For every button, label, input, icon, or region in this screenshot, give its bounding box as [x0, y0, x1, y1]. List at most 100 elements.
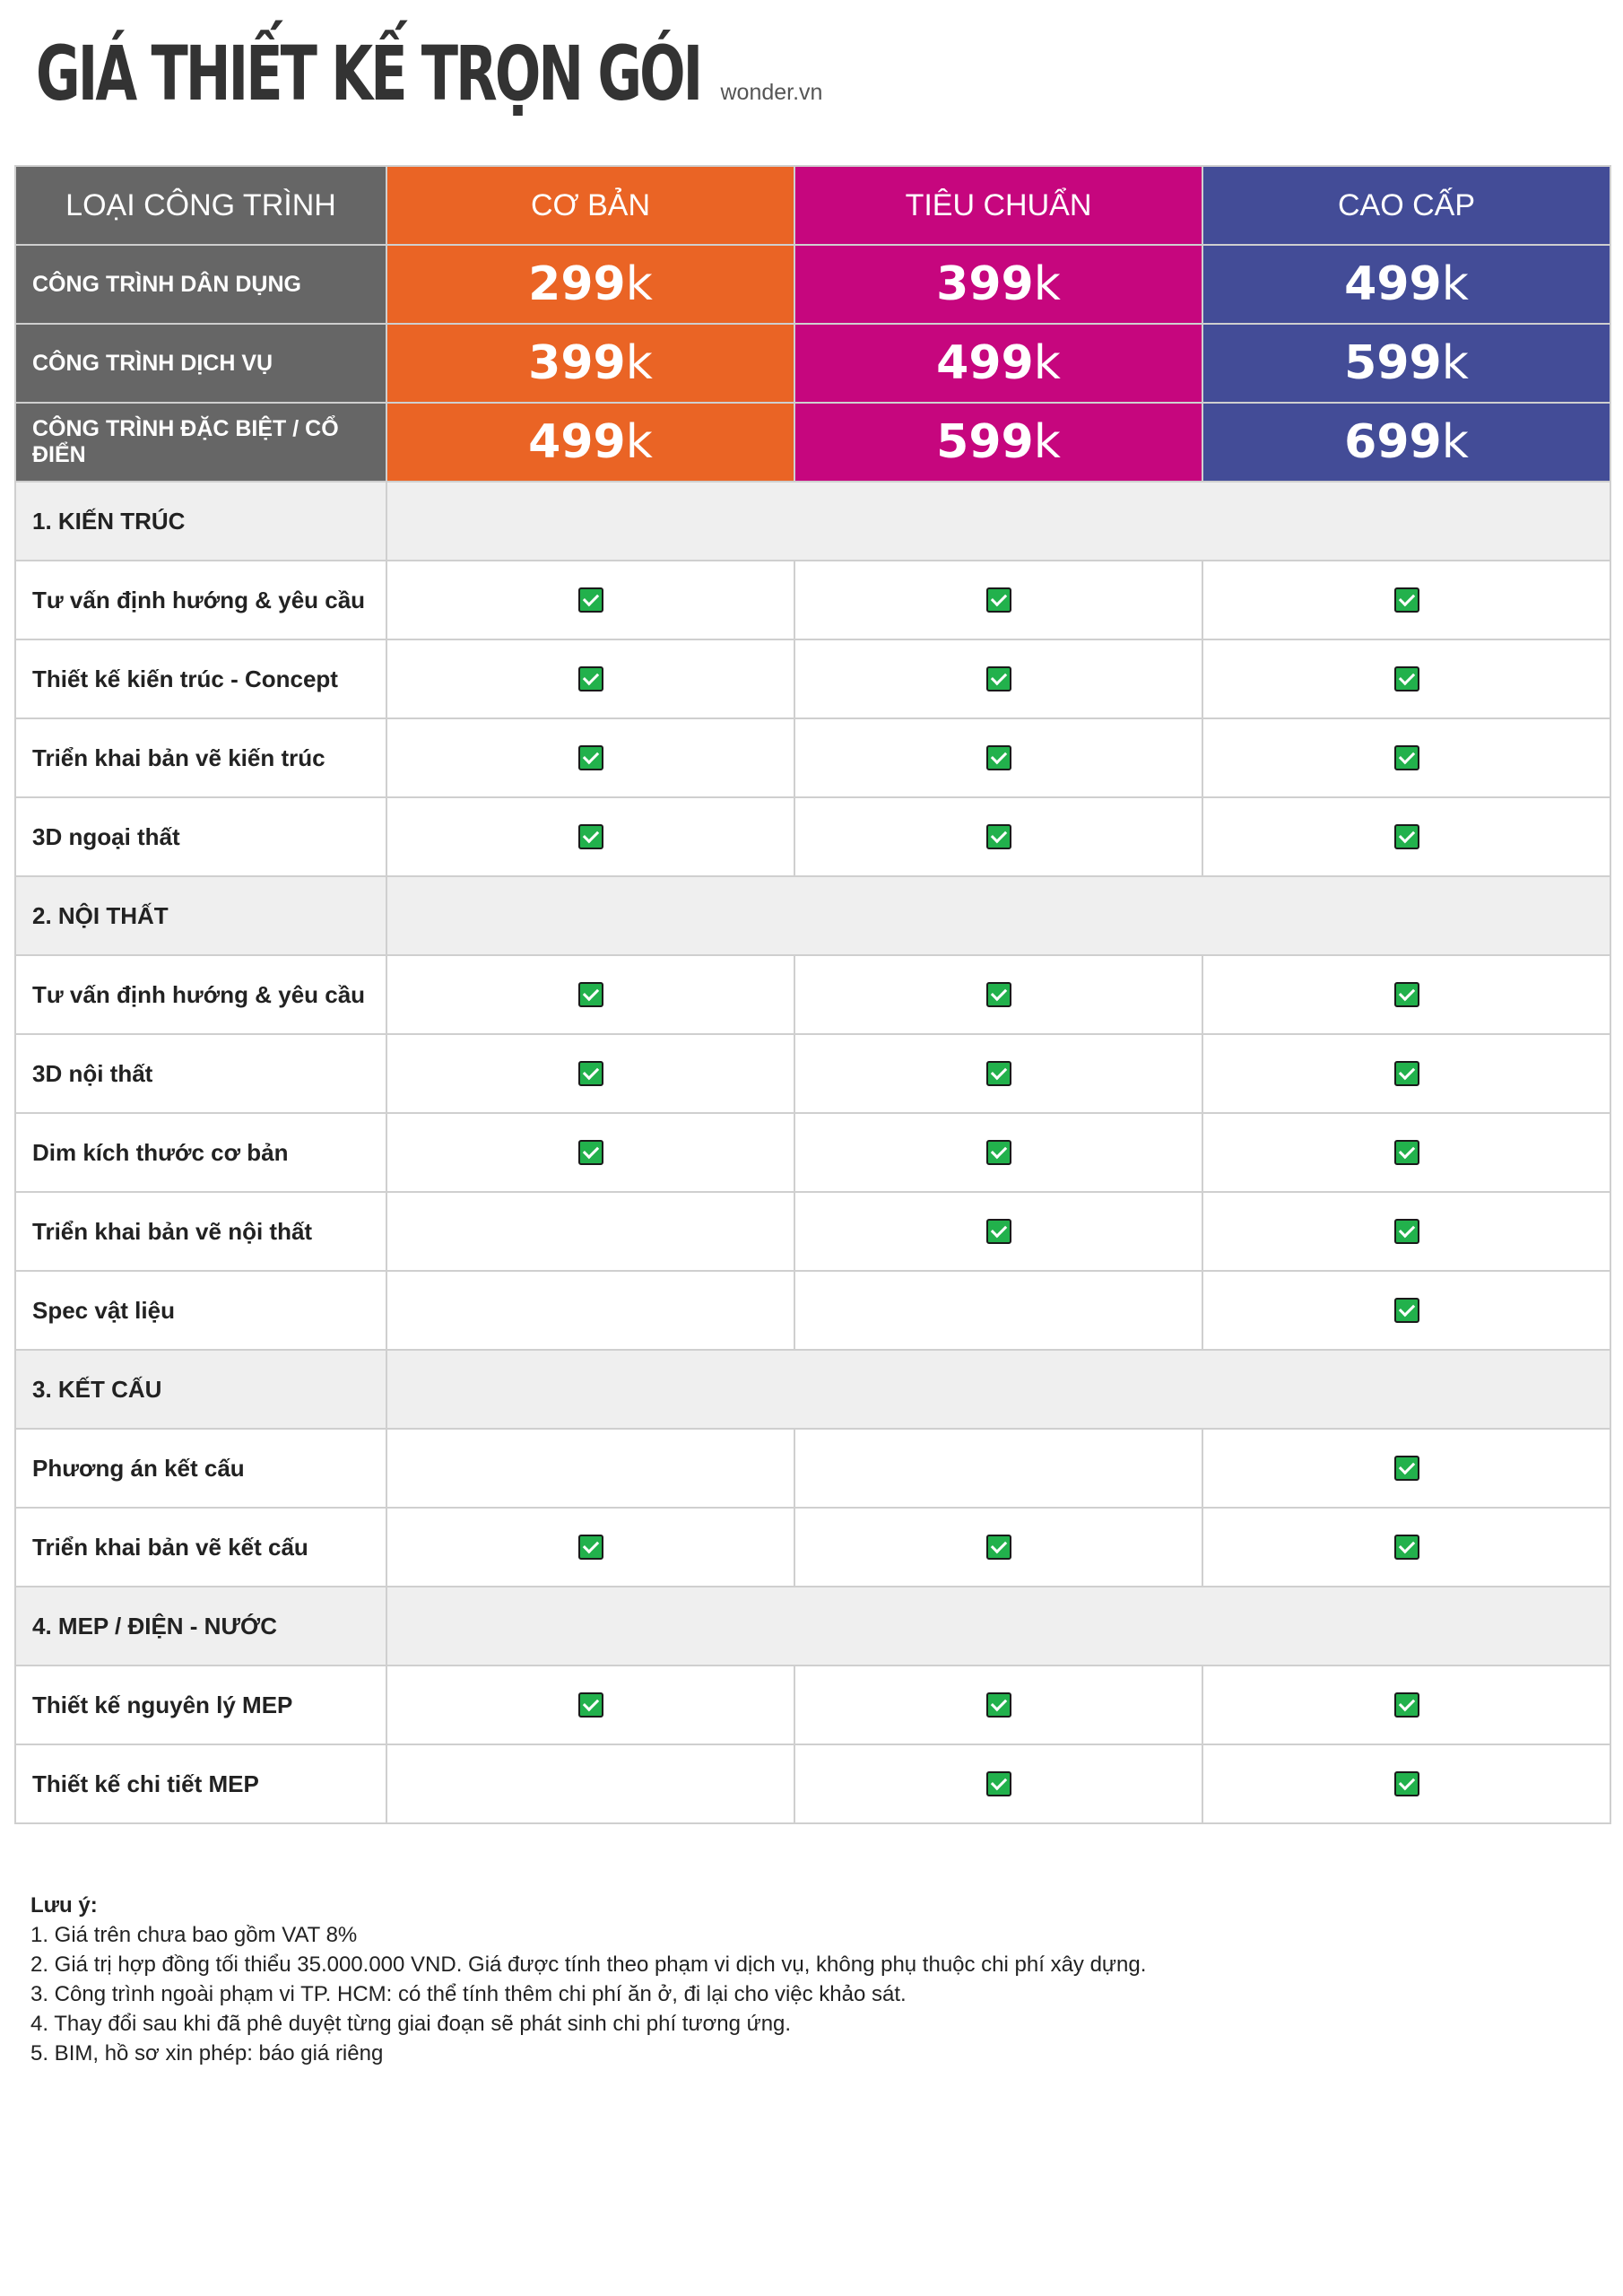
price-cell: 499k — [1202, 244, 1611, 325]
feature-cell — [794, 560, 1203, 640]
feature-label: Tư vấn định hướng & yêu cầu — [14, 560, 387, 640]
feature-cell — [1202, 1665, 1611, 1745]
price-unit: k — [1441, 415, 1469, 469]
project-type-label: CÔNG TRÌNH DỊCH VỤ — [14, 323, 387, 404]
checkmark-icon — [1393, 1535, 1419, 1560]
feature-cell — [794, 718, 1203, 798]
feature-cell — [1202, 1744, 1611, 1824]
section-filler — [386, 1349, 1611, 1430]
checkmark-icon — [985, 1061, 1011, 1086]
tier-standard: TIÊU CHUẨN — [794, 165, 1203, 246]
price-cell: 599k — [1202, 323, 1611, 404]
feature-label: 3D nội thất — [14, 1033, 387, 1114]
feature-cell — [386, 1112, 795, 1193]
section-row: 4. MEP / ĐIỆN - NƯỚC — [14, 1586, 1611, 1666]
feature-label: Triển khai bản vẽ nội thất — [14, 1191, 387, 1272]
price-unit: k — [1033, 257, 1061, 311]
feature-row: Tư vấn định hướng & yêu cầu — [14, 954, 1611, 1035]
checkmark-icon — [985, 1692, 1011, 1718]
price-amount: 499 — [528, 415, 626, 469]
notes-list: 1. Giá trên chưa bao gồm VAT 8% 2. Giá tr… — [30, 1920, 1146, 2068]
checkmark-icon — [1393, 666, 1419, 691]
feature-row: Triển khai bản vẽ nội thất — [14, 1191, 1611, 1272]
feature-cell — [794, 1033, 1203, 1114]
price-unit: k — [1441, 336, 1469, 390]
feature-cell — [794, 1112, 1203, 1193]
feature-label: Thiết kế chi tiết MEP — [14, 1744, 387, 1824]
brand-label: wonder.vn — [720, 80, 823, 105]
feature-label: Triển khai bản vẽ kết cấu — [14, 1507, 387, 1587]
page-header: GIÁ THIẾT KẾ TRỌN GÓI wonder.vn — [36, 36, 822, 111]
feature-label: Spec vật liệu — [14, 1270, 387, 1351]
feature-cell — [1202, 1033, 1611, 1114]
feature-cell — [794, 796, 1203, 877]
checkmark-icon — [985, 1535, 1011, 1560]
price-unit: k — [625, 257, 653, 311]
price-amount: 399 — [528, 336, 626, 390]
feature-cell — [386, 796, 795, 877]
price-unit: k — [625, 415, 653, 469]
note-item: 4. Thay đổi sau khi đã phê duyệt từng gi… — [30, 2012, 792, 2036]
tier-premium: CAO CẤP — [1202, 165, 1611, 246]
price-amount: 299 — [528, 257, 626, 311]
note-item: 3. Công trình ngoài phạm vi TP. HCM: có … — [30, 1982, 907, 2006]
page-title: GIÁ THIẾT KẾ TRỌN GÓI — [36, 30, 703, 117]
price-unit: k — [1033, 336, 1061, 390]
feature-cell — [794, 639, 1203, 719]
feature-row: Triển khai bản vẽ kiến trúc — [14, 718, 1611, 798]
note-item: 1. Giá trên chưa bao gồm VAT 8% — [30, 1923, 358, 1947]
checkmark-icon — [985, 1771, 1011, 1796]
feature-cell — [794, 1428, 1203, 1509]
section-filler — [386, 481, 1611, 561]
feature-cell — [1202, 718, 1611, 798]
section-row: 1. KIẾN TRÚC — [14, 481, 1611, 561]
pricing-table: LOẠI CÔNG TRÌNH CƠ BẢN TIÊU CHUẨN CAO CẤ… — [14, 165, 1611, 1824]
price-cell: 299k — [386, 244, 795, 325]
feature-cell — [794, 1270, 1203, 1351]
note-item: 2. Giá trị hợp đồng tối thiểu 35.000.000… — [30, 1952, 1147, 1977]
section-row: 3. KẾT CẤU — [14, 1349, 1611, 1430]
price-cell: 399k — [386, 323, 795, 404]
feature-cell — [794, 954, 1203, 1035]
feature-row: Thiết kế chi tiết MEP — [14, 1744, 1611, 1824]
project-type-label: CÔNG TRÌNH ĐẶC BIỆT / CỔ ĐIỂN — [14, 402, 387, 483]
feature-cell — [386, 1033, 795, 1114]
feature-label: Triển khai bản vẽ kiến trúc — [14, 718, 387, 798]
feature-label: Thiết kế nguyên lý MEP — [14, 1665, 387, 1745]
checkmark-icon — [577, 824, 603, 849]
feature-row: 3D nội thất — [14, 1033, 1611, 1114]
checkmark-icon — [577, 1535, 603, 1560]
feature-cell — [1202, 954, 1611, 1035]
feature-label: Phương án kết cấu — [14, 1428, 387, 1509]
checkmark-icon — [577, 587, 603, 613]
section-title: 3. KẾT CẤU — [14, 1349, 387, 1430]
checkmark-icon — [985, 1219, 1011, 1244]
feature-cell — [794, 1744, 1203, 1824]
feature-cell — [386, 639, 795, 719]
checkmark-icon — [985, 745, 1011, 770]
feature-label: Dim kích thước cơ bản — [14, 1112, 387, 1193]
price-unit: k — [1033, 415, 1061, 469]
checkmark-icon — [577, 982, 603, 1007]
price-amount: 499 — [936, 336, 1034, 390]
section-title: 2. NỘI THẤT — [14, 875, 387, 956]
feature-cell — [386, 954, 795, 1035]
feature-cell — [386, 560, 795, 640]
section-filler — [386, 875, 1611, 956]
feature-cell — [1202, 639, 1611, 719]
price-row: CÔNG TRÌNH ĐẶC BIỆT / CỔ ĐIỂN 499k 599k 699… — [14, 402, 1611, 483]
feature-row: Tư vấn định hướng & yêu cầu — [14, 560, 1611, 640]
feature-row: Thiết kế kiến trúc - Concept — [14, 639, 1611, 719]
tier-header-row: LOẠI CÔNG TRÌNH CƠ BẢN TIÊU CHUẨN CAO CẤ… — [14, 165, 1611, 246]
checkmark-icon — [1393, 1140, 1419, 1165]
checkmark-icon — [1393, 1456, 1419, 1481]
price-cell: 699k — [1202, 402, 1611, 483]
tier-basic: CƠ BẢN — [386, 165, 795, 246]
notes: Lưu ý: 1. Giá trên chưa bao gồm VAT 8% 2.… — [30, 1891, 1146, 2068]
feature-cell — [1202, 1507, 1611, 1587]
checkmark-icon — [1393, 1219, 1419, 1244]
price-amount: 699 — [1344, 415, 1442, 469]
section-filler — [386, 1586, 1611, 1666]
price-cell: 499k — [386, 402, 795, 483]
price-amount: 499 — [1344, 257, 1442, 311]
